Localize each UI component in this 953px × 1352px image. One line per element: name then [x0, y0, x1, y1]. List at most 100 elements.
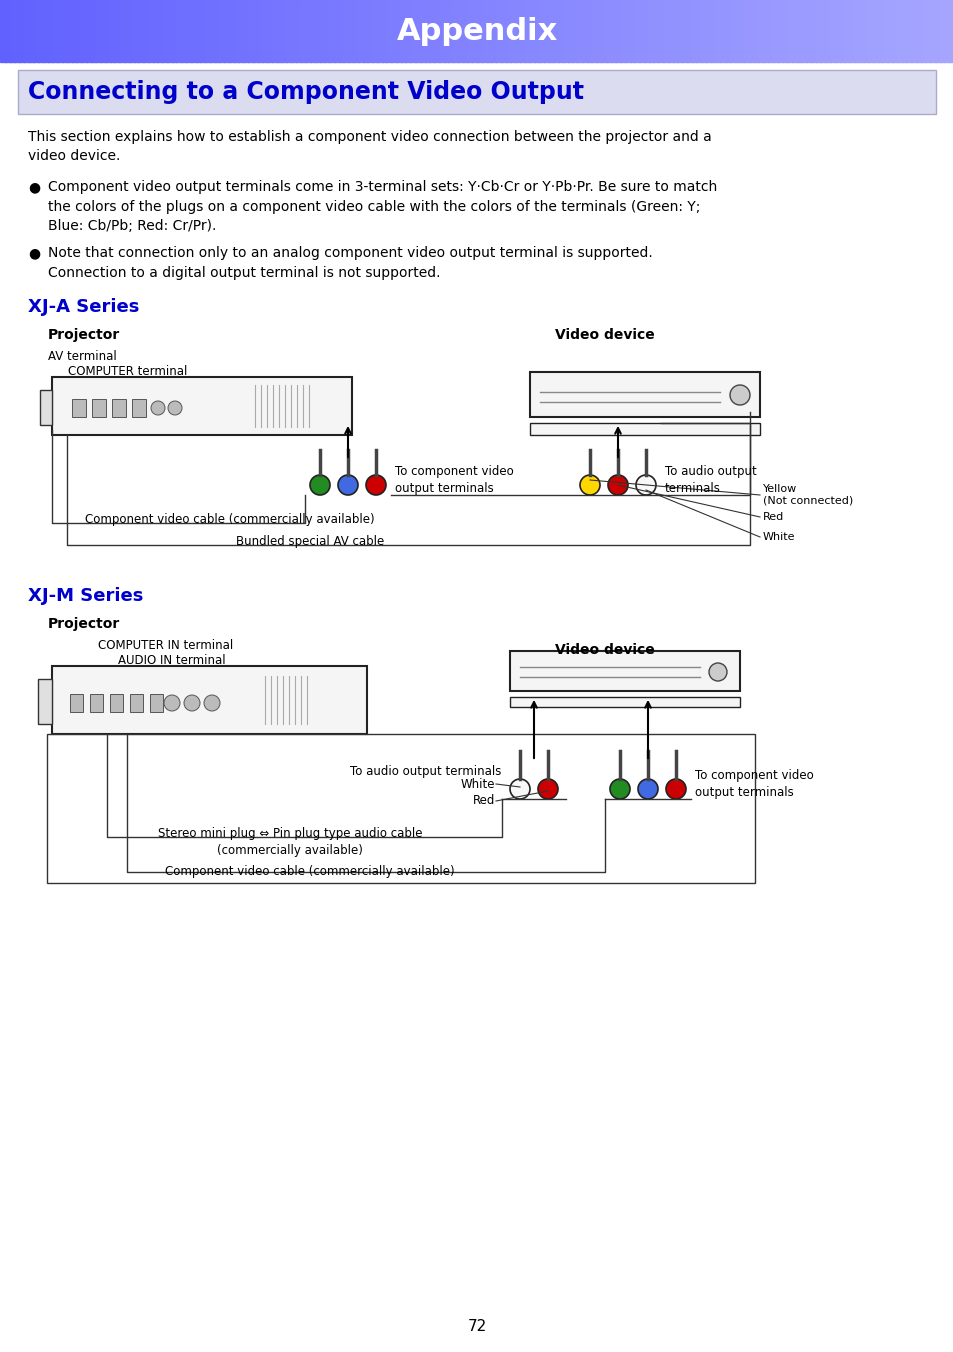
- Bar: [257, 0, 263, 62]
- Bar: [758, 0, 763, 62]
- Bar: [634, 0, 639, 62]
- Bar: [381, 0, 387, 62]
- Bar: [767, 0, 773, 62]
- Bar: [834, 0, 840, 62]
- Bar: [300, 0, 306, 62]
- Bar: [848, 0, 854, 62]
- Text: To component video
output terminals: To component video output terminals: [695, 769, 813, 799]
- Circle shape: [665, 779, 685, 799]
- Bar: [357, 0, 363, 62]
- Bar: [172, 0, 177, 62]
- Bar: [653, 0, 659, 62]
- Bar: [743, 0, 749, 62]
- Bar: [891, 0, 897, 62]
- Bar: [262, 0, 268, 62]
- Bar: [681, 0, 687, 62]
- Bar: [71, 399, 86, 416]
- Text: AV terminal: AV terminal: [48, 350, 116, 362]
- Bar: [200, 0, 206, 62]
- Bar: [295, 0, 301, 62]
- Bar: [753, 0, 759, 62]
- Bar: [762, 0, 768, 62]
- Text: White: White: [762, 531, 795, 542]
- Bar: [162, 0, 168, 62]
- Bar: [233, 0, 239, 62]
- Circle shape: [168, 402, 182, 415]
- Bar: [105, 0, 111, 62]
- Bar: [791, 0, 797, 62]
- Bar: [0, 0, 6, 62]
- Bar: [367, 0, 373, 62]
- Text: Component video output terminals come in 3-terminal sets: Y·Cb·Cr or Y·Pb·Pr. Be: Component video output terminals come in…: [48, 180, 717, 233]
- Bar: [691, 0, 697, 62]
- Bar: [562, 0, 568, 62]
- Bar: [57, 0, 63, 62]
- Bar: [619, 0, 625, 62]
- Circle shape: [510, 779, 530, 799]
- Circle shape: [337, 475, 357, 495]
- Bar: [472, 0, 477, 62]
- Bar: [748, 0, 754, 62]
- Bar: [672, 0, 678, 62]
- Bar: [110, 0, 115, 62]
- Bar: [510, 0, 516, 62]
- Bar: [224, 0, 230, 62]
- Bar: [181, 0, 187, 62]
- Bar: [157, 0, 163, 62]
- Bar: [95, 0, 101, 62]
- Bar: [272, 0, 277, 62]
- Bar: [643, 0, 649, 62]
- Bar: [86, 0, 91, 62]
- Text: Connecting to a Component Video Output: Connecting to a Component Video Output: [28, 80, 583, 104]
- Bar: [686, 0, 692, 62]
- Bar: [52, 0, 58, 62]
- Bar: [150, 694, 163, 713]
- Bar: [424, 0, 430, 62]
- Bar: [530, 372, 760, 416]
- Bar: [872, 0, 878, 62]
- Bar: [877, 0, 882, 62]
- Bar: [376, 0, 382, 62]
- Bar: [615, 0, 620, 62]
- Bar: [152, 0, 158, 62]
- Bar: [132, 399, 146, 416]
- Bar: [395, 0, 401, 62]
- Bar: [805, 0, 811, 62]
- Bar: [186, 0, 192, 62]
- Bar: [291, 0, 296, 62]
- Bar: [267, 0, 273, 62]
- Bar: [81, 0, 87, 62]
- Bar: [824, 0, 830, 62]
- Bar: [70, 694, 83, 713]
- Circle shape: [708, 662, 726, 681]
- Text: AUDIO IN terminal: AUDIO IN terminal: [118, 654, 226, 667]
- Bar: [629, 0, 635, 62]
- Bar: [410, 0, 416, 62]
- Bar: [43, 0, 49, 62]
- Bar: [110, 694, 123, 713]
- Bar: [777, 0, 782, 62]
- Text: To component video
output terminals: To component video output terminals: [395, 465, 514, 495]
- Bar: [581, 0, 587, 62]
- Bar: [112, 399, 126, 416]
- Bar: [405, 0, 411, 62]
- Bar: [510, 652, 740, 691]
- Bar: [310, 0, 315, 62]
- Text: ●: ●: [28, 246, 40, 260]
- Bar: [538, 0, 544, 62]
- Bar: [929, 0, 935, 62]
- Bar: [882, 0, 887, 62]
- Bar: [467, 0, 473, 62]
- Circle shape: [310, 475, 330, 495]
- Bar: [205, 0, 211, 62]
- Text: This section explains how to establish a component video connection between the : This section explains how to establish a…: [28, 130, 711, 164]
- Text: Component video cable (commercially available): Component video cable (commercially avai…: [165, 865, 455, 877]
- Bar: [372, 0, 377, 62]
- Bar: [329, 0, 335, 62]
- Bar: [438, 0, 444, 62]
- Bar: [76, 0, 82, 62]
- Bar: [572, 0, 578, 62]
- Bar: [443, 0, 449, 62]
- Bar: [133, 0, 139, 62]
- Bar: [739, 0, 744, 62]
